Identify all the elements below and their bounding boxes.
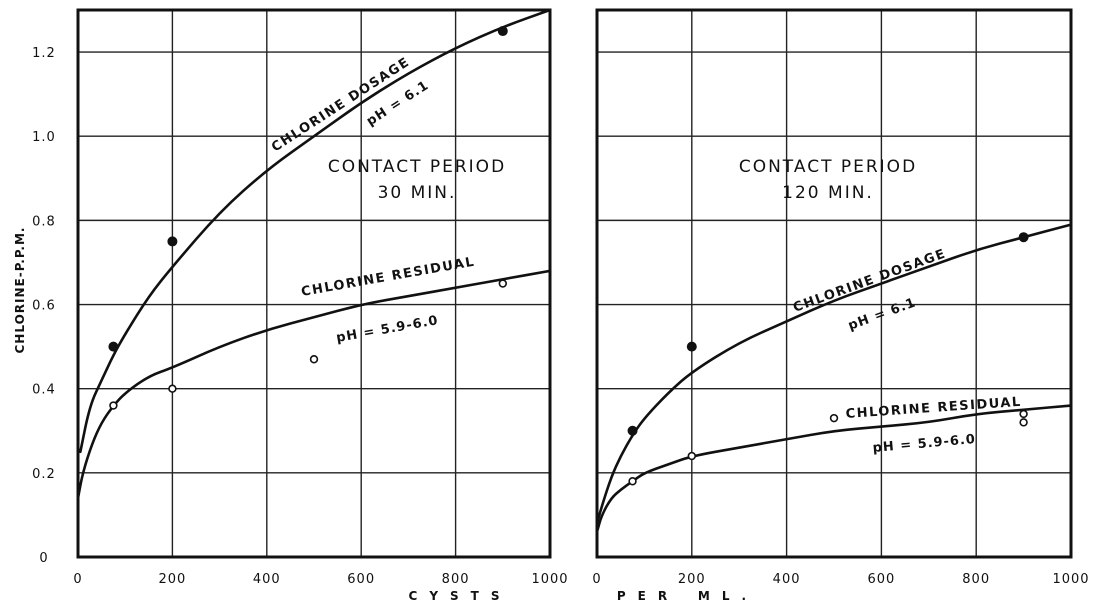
contact-period-label: 120 MIN. bbox=[782, 183, 874, 203]
ph-label: pH = 5.9-6.0 bbox=[335, 313, 440, 346]
ph-label: pH = 5.9-6.0 bbox=[872, 432, 977, 456]
plot-frame bbox=[595, 8, 1073, 559]
y-tick-label: 0.4 bbox=[32, 383, 56, 398]
x-tick-label: 800 bbox=[442, 572, 470, 587]
dosage-point bbox=[497, 26, 508, 37]
x-tick-label: 0 bbox=[73, 572, 82, 587]
residual-point bbox=[1019, 418, 1028, 427]
ph-label: pH = 6.1 bbox=[846, 295, 918, 333]
series-line bbox=[595, 223, 1073, 525]
x-tick-label: 1000 bbox=[531, 572, 568, 587]
series-name-label: CHLORINE RESIDUAL bbox=[300, 255, 476, 300]
series-chlorine-residual: CHLORINE RESIDUAL pH = 5.9-6.0 bbox=[595, 395, 1073, 534]
y-tick-label: 0.8 bbox=[32, 214, 56, 229]
x-tick-label: 800 bbox=[962, 572, 990, 587]
residual-point bbox=[309, 355, 319, 364]
contact-period-label: 30 MIN. bbox=[378, 183, 457, 203]
y-tick-label: 0.2 bbox=[32, 467, 56, 482]
series-line bbox=[79, 8, 552, 454]
series-line bbox=[76, 269, 552, 500]
x-tick-label: 200 bbox=[678, 572, 706, 587]
contact-period-label: CONTACT PERIOD bbox=[739, 157, 917, 177]
x-axis-label: CYSTS PER ML. bbox=[409, 589, 759, 603]
residual-point bbox=[829, 413, 839, 423]
x-tick-label: 400 bbox=[253, 572, 281, 587]
dosage-point bbox=[686, 341, 697, 352]
series-chlorine-residual: CHLORINE RESIDUAL pH = 5.9-6.0 bbox=[76, 255, 552, 500]
x-tick-label: 0 bbox=[592, 572, 601, 587]
series-name-label: CHLORINE DOSAGE bbox=[791, 246, 948, 315]
series-line bbox=[595, 404, 1073, 534]
plot-frame bbox=[76, 8, 552, 559]
y-tick-label: 0 bbox=[39, 551, 48, 566]
x-tick-label: 600 bbox=[867, 572, 895, 587]
y-tick-label: 1.2 bbox=[32, 46, 56, 61]
y-tick-label: 1.0 bbox=[32, 130, 56, 145]
x-tick-label: 400 bbox=[773, 572, 801, 587]
residual-point bbox=[1019, 409, 1028, 419]
dosage-point bbox=[1018, 232, 1029, 243]
y-tick-label: 0.6 bbox=[32, 299, 56, 314]
x-tick-label: 1000 bbox=[1052, 572, 1089, 587]
residual-point bbox=[109, 401, 118, 410]
contact-period-label: CONTACT PERIOD bbox=[328, 157, 506, 177]
dosage-point bbox=[108, 341, 119, 352]
chart-panel-2: 0 200 400 600 800 1000 CONTACT PERIOD 120 MIN. C… bbox=[592, 8, 1089, 587]
residual-point bbox=[168, 384, 177, 393]
dosage-point bbox=[627, 425, 638, 436]
x-tick-label: 200 bbox=[158, 572, 186, 587]
residual-point bbox=[498, 279, 507, 288]
y-axis-label: CHLORINE-P.P.M. bbox=[13, 227, 27, 354]
chart-panel-1: 0 200 400 600 800 1000 0 0.2 0.4 0.6 0.8 1.0 1.2 CONT… bbox=[32, 8, 568, 587]
dosage-point bbox=[167, 236, 178, 247]
series-name-label: CHLORINE RESIDUAL bbox=[845, 395, 1022, 422]
residual-point bbox=[628, 477, 637, 486]
residual-point bbox=[687, 451, 696, 461]
x-tick-label: 600 bbox=[347, 572, 375, 587]
